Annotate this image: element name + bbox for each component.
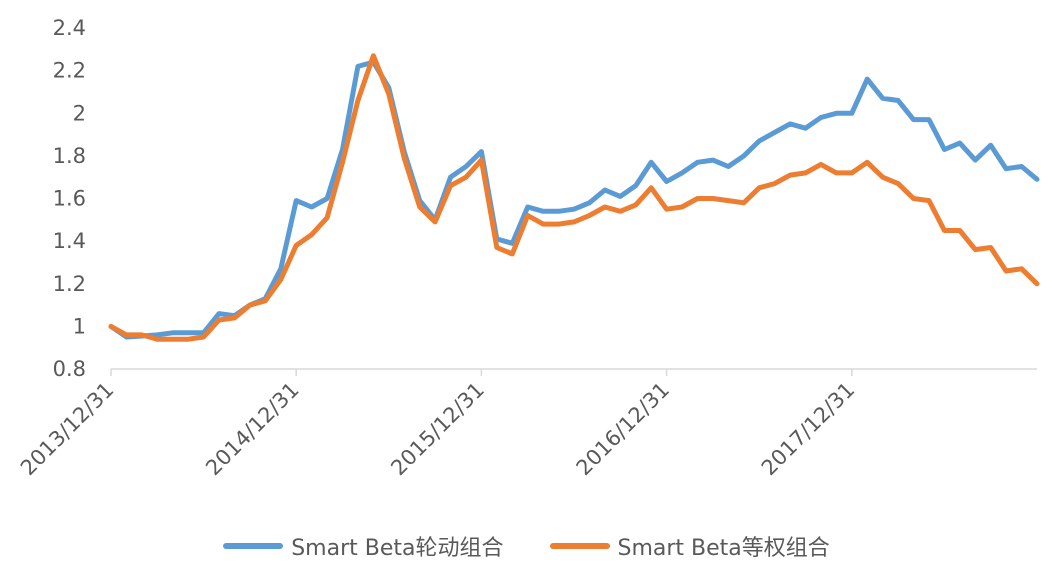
series-line-rotation (108, 59, 1040, 340)
series-layer (108, 53, 1040, 342)
series-line-equal-weight (108, 53, 1040, 342)
line-chart: 0.8 1 1.2 1.4 1.6 1.8 2 2.2 2.4 2013/12/31 2014/1… (16, 16, 1040, 481)
y-tick-label: 1.2 (53, 272, 86, 296)
y-tick-label: 1.6 (53, 187, 86, 211)
y-tick-label: 0.8 (53, 357, 86, 381)
x-tick-label: 2017/12/31 (757, 378, 860, 481)
legend-swatch-rotation (223, 543, 284, 549)
legend-label-rotation: Smart Beta轮动组合 (291, 536, 504, 561)
legend-item-equal-weight: Smart Beta等权组合 (549, 530, 830, 562)
y-tick-label: 2.4 (53, 16, 86, 40)
legend-label-equal-weight: Smart Beta等权组合 (617, 536, 830, 561)
x-tick-label: 2013/12/31 (16, 378, 119, 481)
y-tick-label: 2.2 (53, 59, 86, 83)
x-tick-label: 2015/12/31 (386, 378, 489, 481)
x-tick-label: 2014/12/31 (201, 378, 304, 481)
legend-swatch-equal-weight (549, 543, 610, 549)
x-tick-label: 2016/12/31 (572, 378, 675, 481)
y-axis: 0.8 1 1.2 1.4 1.6 1.8 2 2.2 2.4 (53, 16, 86, 381)
legend: Smart Beta轮动组合 Smart Beta等权组合 (0, 528, 1053, 564)
y-tick-label: 2 (73, 101, 86, 125)
y-tick-label: 1.8 (53, 144, 86, 168)
x-axis: 2013/12/31 2014/12/31 2015/12/31 2016/12/31… (16, 368, 1037, 481)
legend-item-rotation: Smart Beta轮动组合 (223, 530, 504, 562)
y-tick-label: 1 (73, 314, 86, 338)
y-tick-label: 1.4 (53, 229, 86, 253)
